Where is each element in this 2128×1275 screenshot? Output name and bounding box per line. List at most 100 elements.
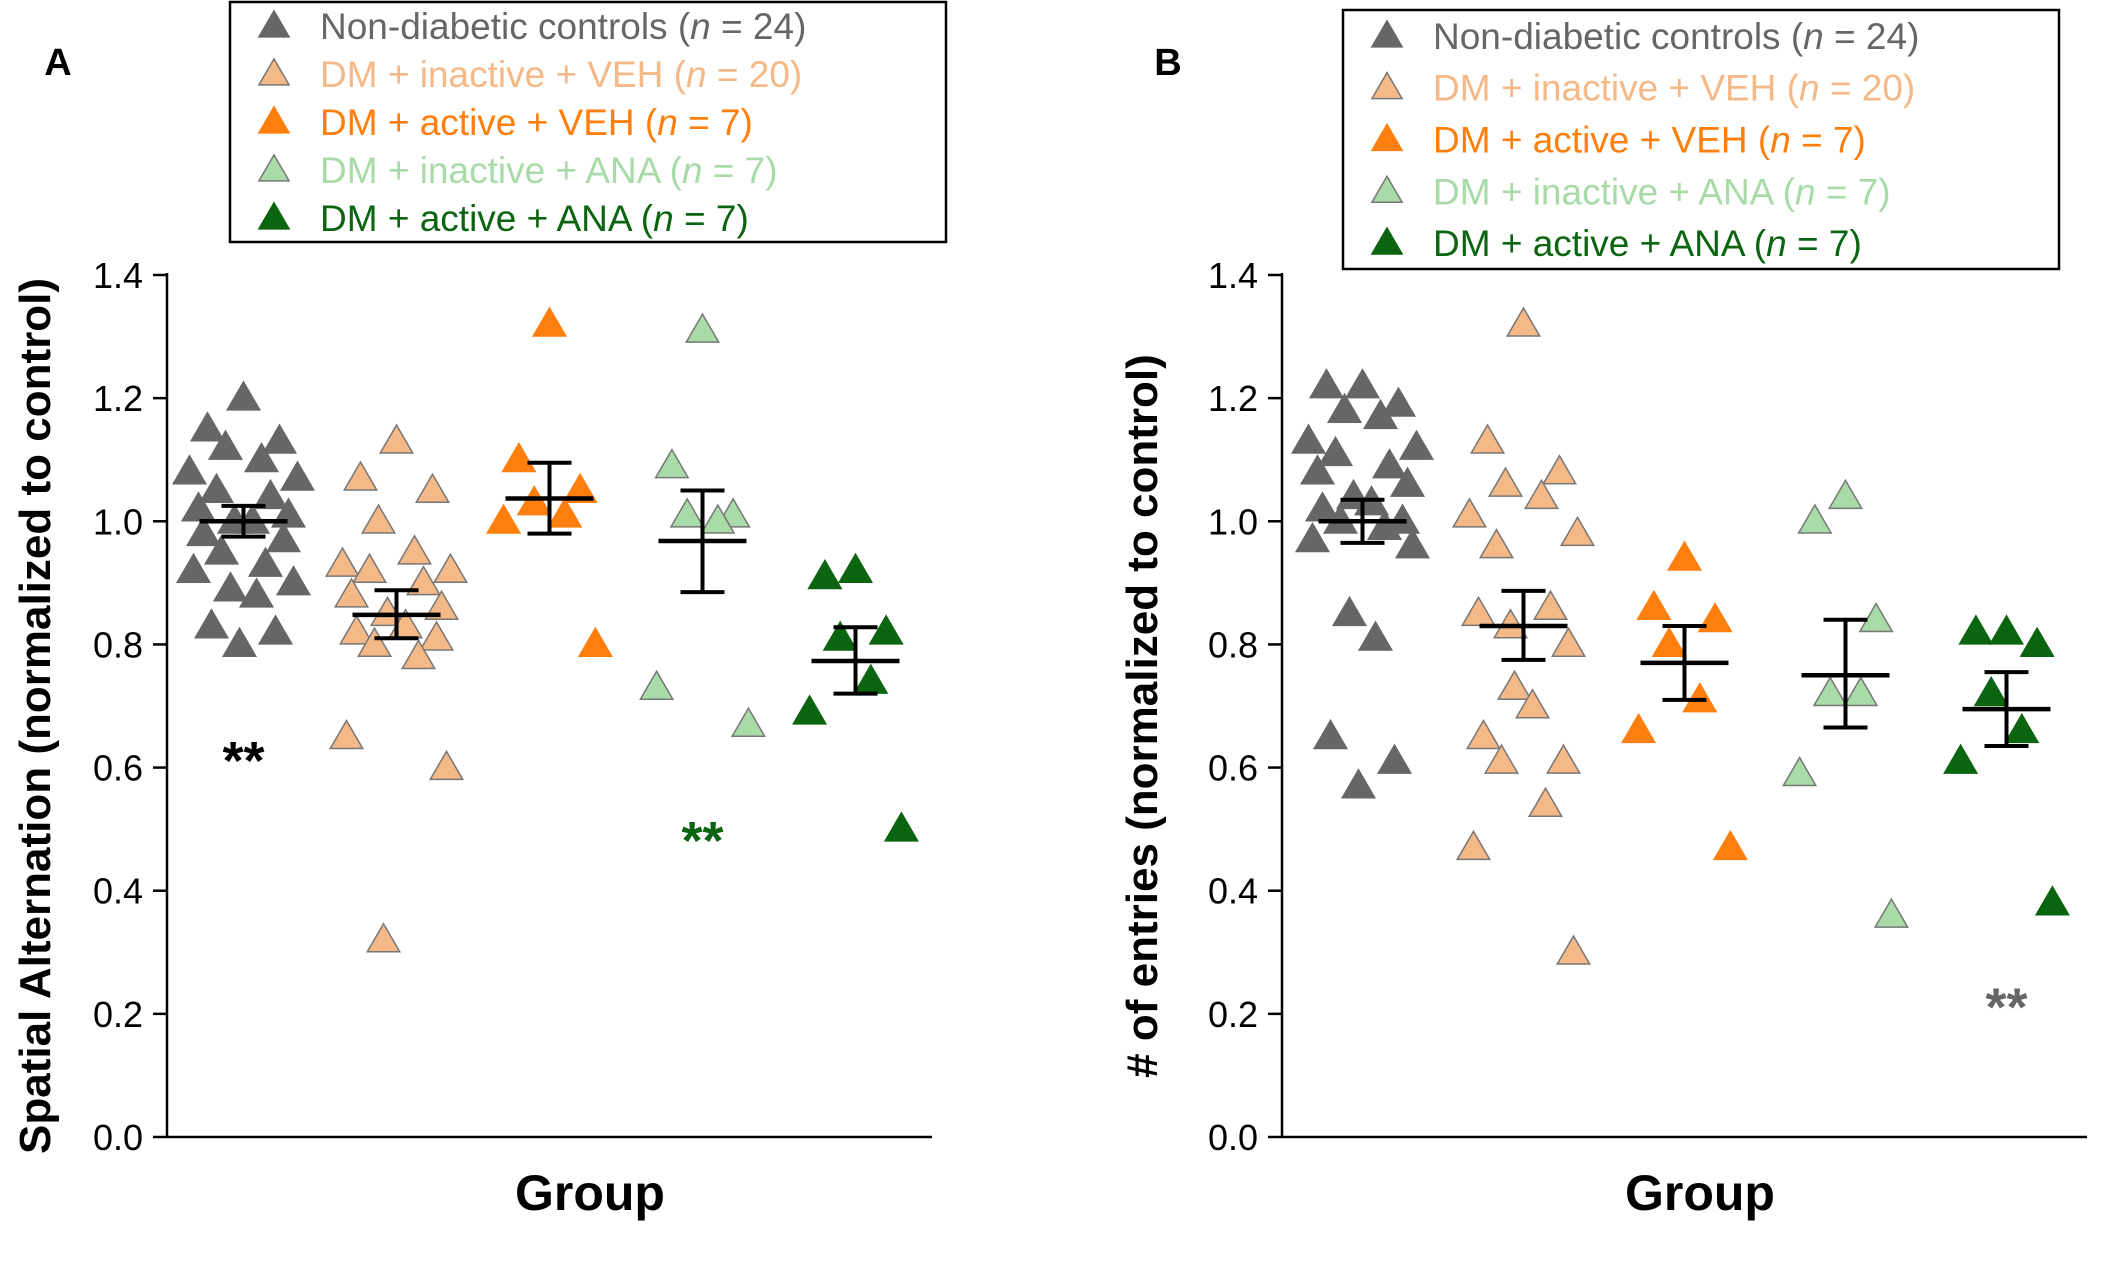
data-point [1541, 454, 1578, 485]
data-point [1988, 614, 2025, 645]
data-point [1398, 429, 1435, 460]
data-point [501, 441, 537, 473]
legend-label-suffix: = 20) [707, 54, 803, 95]
y-axis-label: Spatial Alternation (normalized to contr… [11, 278, 60, 1154]
data-point [180, 491, 217, 522]
data-point [185, 515, 222, 547]
data-point [356, 626, 393, 657]
data-point [1312, 719, 1349, 750]
data-point [531, 306, 568, 337]
legend-label-n: n [1770, 120, 1791, 161]
data-point [171, 454, 208, 485]
data-point [486, 503, 522, 534]
data-point [1483, 743, 1520, 774]
data-point [1827, 478, 1864, 510]
data-point [243, 441, 280, 473]
data-point [414, 472, 451, 504]
data-point [265, 522, 302, 553]
y-tick-label: 1.2 [93, 378, 143, 419]
data-point [868, 614, 904, 645]
data-point [1873, 897, 1909, 928]
data-point [238, 577, 275, 608]
legend-label-n: n [1803, 16, 1824, 57]
data-point [1943, 743, 1979, 774]
data-point [378, 423, 415, 454]
data-point [396, 534, 433, 565]
data-point [360, 503, 397, 534]
data-point [1394, 528, 1431, 559]
legend-label: DM + active + ANA (n = 7) [1433, 223, 1862, 264]
data-point [1559, 515, 1596, 547]
legend-label-suffix: = 24) [711, 6, 807, 47]
data-point [1621, 712, 1657, 744]
data-point [1290, 423, 1327, 454]
legend-label-prefix: Non-diabetic controls ( [1433, 16, 1804, 57]
legend-marker [1370, 174, 1404, 203]
significance-marker: ** [222, 731, 264, 791]
data-point [577, 626, 613, 657]
data-point [203, 534, 240, 565]
y-tick-label: 0.6 [93, 748, 143, 789]
legend: Non-diabetic controls (n = 24)DM + inact… [1341, 8, 2061, 271]
data-point [669, 497, 705, 528]
data-point [1455, 829, 1492, 861]
legend-label-prefix: DM + inactive + ANA ( [320, 150, 683, 191]
data-point [1294, 522, 1331, 553]
legend-label-n: n [690, 6, 711, 47]
data-point [1666, 540, 1703, 571]
y-tick-label: 0.0 [1208, 1117, 1258, 1158]
data-point [2004, 712, 2040, 744]
data-point [1545, 743, 1582, 774]
data-point [1797, 503, 1833, 534]
data-point [1682, 682, 1718, 713]
data-point [1782, 755, 1818, 787]
data-point [654, 448, 690, 479]
data-point [1317, 435, 1354, 467]
data-point [1487, 466, 1524, 497]
data-point [189, 411, 226, 442]
data-point [175, 552, 212, 584]
data-point [1451, 497, 1488, 528]
data-point [252, 478, 289, 510]
legend-label: Non-diabetic controls (n = 24) [320, 6, 806, 47]
data-point [198, 472, 235, 504]
data-point [1514, 688, 1551, 719]
legend-marker [257, 9, 291, 38]
legend-label-prefix: DM + inactive + VEH ( [320, 54, 687, 95]
legend-label: DM + inactive + VEH (n = 20) [1433, 68, 1915, 109]
legend-label-suffix: = 7) [1816, 171, 1891, 212]
data-point [328, 719, 365, 750]
data-point [1465, 719, 1502, 750]
data-point [853, 663, 889, 694]
data-point [1344, 368, 1381, 399]
data-point [822, 620, 858, 651]
data-point [423, 589, 460, 620]
data-point [1858, 602, 1894, 633]
legend-label-suffix: = 24) [1824, 16, 1920, 57]
data-point [883, 811, 919, 842]
legend-label: Non-diabetic controls (n = 24) [1433, 16, 1919, 57]
legend-label-suffix: = 7) [703, 150, 778, 191]
legend-label: DM + active + ANA (n = 7) [320, 198, 749, 239]
data-point [1340, 768, 1377, 799]
data-point [1812, 675, 1848, 707]
legend-box [1341, 8, 2061, 271]
legend-label: DM + active + VEH (n = 7) [320, 102, 753, 143]
data-point [1469, 423, 1506, 454]
data-point [1973, 675, 2009, 707]
legend-label-n: n [1795, 171, 1816, 212]
data-point [1636, 589, 1672, 620]
significance-marker: ** [681, 811, 723, 871]
legend-marker [1370, 71, 1404, 100]
x-axis-label: Group [515, 1165, 665, 1221]
data-point [1371, 448, 1408, 479]
data-point [221, 626, 258, 657]
data-point [1478, 528, 1515, 559]
data-point [639, 669, 675, 701]
legend-marker [1370, 122, 1404, 152]
legend-label: DM + active + VEH (n = 7) [1433, 120, 1866, 161]
panel-label: A [44, 42, 71, 84]
legend-marker [1370, 19, 1404, 48]
data-point [547, 497, 583, 528]
y-tick-label: 0.4 [1208, 871, 1258, 912]
